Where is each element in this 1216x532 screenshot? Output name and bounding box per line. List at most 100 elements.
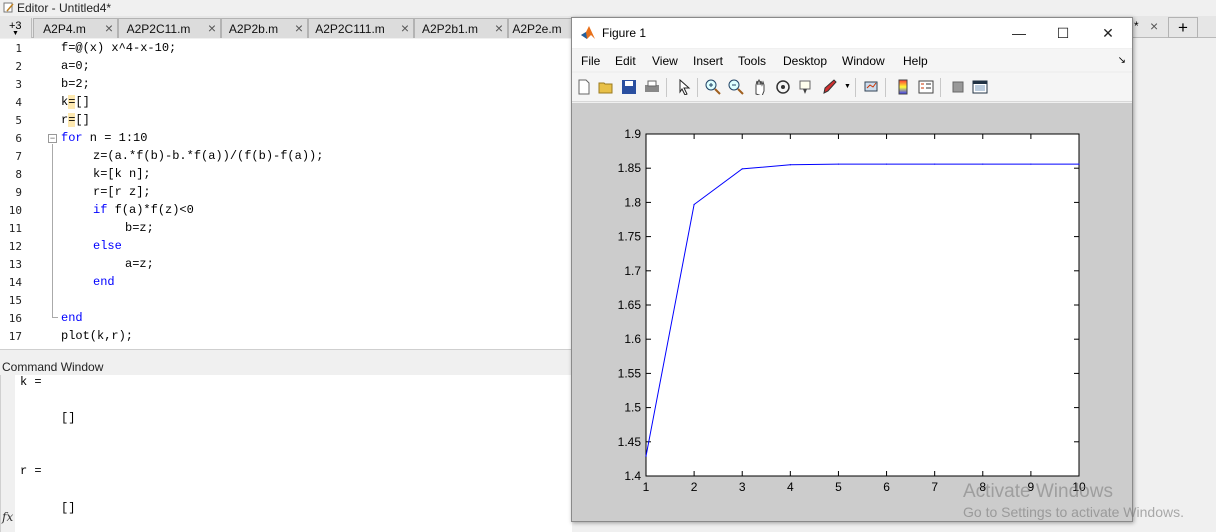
code-line: a=0; <box>61 59 90 73</box>
figure-title-bar[interactable]: Figure 1 — ☐ ✕ <box>572 18 1132 48</box>
line-number: 9 <box>15 186 22 199</box>
tab-a2p2b[interactable]: A2P2b.m × <box>221 18 308 38</box>
code-line: b=z; <box>125 221 154 235</box>
x-tick-label: 6 <box>883 480 890 494</box>
y-tick-label: 1.55 <box>618 366 642 380</box>
data-point <box>645 455 647 457</box>
fold-toggle-icon[interactable]: − <box>48 133 57 143</box>
fold-line <box>52 144 53 318</box>
menu-insert[interactable]: Insert <box>693 54 724 68</box>
tab-modified-star: * <box>1134 19 1139 33</box>
pan-icon[interactable] <box>752 79 768 95</box>
menu-help[interactable]: Help <box>903 54 928 68</box>
dock-arrow-icon[interactable]: ↘ <box>1117 55 1126 66</box>
legend-icon[interactable] <box>918 79 934 95</box>
command-gutter <box>1 375 15 532</box>
code-line: for n = 1:10 <box>61 131 147 145</box>
data-cursor-icon[interactable] <box>798 79 814 95</box>
brush-icon[interactable] <box>822 79 838 95</box>
close-icon[interactable]: × <box>400 20 409 36</box>
data-point <box>1030 163 1032 165</box>
chevron-down-icon[interactable]: ▼ <box>844 83 851 90</box>
code-token: r <box>61 113 69 127</box>
toolbar-separator <box>885 78 886 97</box>
panel-splitter[interactable] <box>0 349 572 359</box>
command-output-line: [] <box>61 501 76 515</box>
x-tick-label: 4 <box>787 480 794 494</box>
code-line: b=2; <box>61 77 90 91</box>
code-line: f=@(x) x^4-x-10; <box>61 41 177 55</box>
close-icon[interactable]: × <box>294 20 303 36</box>
line-plot: 1 2 3 4 5 6 7 8 9 10 1.4 1.45 1.5 1.55 1.6 1.65 1.7 1.75 1… <box>618 127 1086 494</box>
code-line: end <box>93 275 115 289</box>
line-number: 6 <box>15 132 22 145</box>
code-editor[interactable]: 1 2 3 4 5 6 7 8 9 10 11 12 13 14 15 16 1… <box>0 39 572 349</box>
fx-icon[interactable]: fx <box>2 510 14 524</box>
open-file-icon[interactable] <box>598 79 614 95</box>
activate-windows-watermark-sub: Go to Settings to activate Windows. <box>963 504 1184 520</box>
maximize-button[interactable]: ☐ <box>1056 25 1070 41</box>
tab-label: A2P2b.m <box>228 22 279 36</box>
add-tab-button[interactable]: + <box>1168 17 1198 38</box>
tab-a2p2e[interactable]: A2P2e.m <box>508 18 572 38</box>
tab-label: A2P2C11.m <box>126 22 191 36</box>
figure-canvas: 1 2 3 4 5 6 7 8 9 10 1.4 1.45 1.5 1.55 1.6 1.65 1.7 1.75 1… <box>572 103 1132 521</box>
menu-window[interactable]: Window <box>842 54 885 68</box>
code-line: r=[r z]; <box>93 185 151 199</box>
x-tick-label: 7 <box>931 480 938 494</box>
code-warning-token: = <box>68 113 76 127</box>
close-icon[interactable]: × <box>494 20 503 36</box>
line-number: 8 <box>15 168 22 181</box>
pointer-icon[interactable] <box>676 79 692 95</box>
data-point <box>982 163 984 165</box>
tab-a2p2c11[interactable]: A2P2C11.m × <box>118 18 221 38</box>
zoom-in-icon[interactable] <box>705 79 721 95</box>
show-plot-tools-icon[interactable] <box>972 79 988 95</box>
link-plot-icon[interactable] <box>863 79 879 95</box>
line-number: 3 <box>15 78 22 91</box>
tab-a2p4[interactable]: A2P4.m × <box>33 18 118 38</box>
series-line <box>645 163 1079 457</box>
y-tick-label: 1.4 <box>624 469 641 483</box>
y-tick-label: 1.65 <box>618 298 642 312</box>
code-line: z=(a.*f(b)-b.*f(a))/(f(b)-f(a)); <box>93 149 324 163</box>
minimize-button[interactable]: — <box>1012 25 1026 41</box>
new-figure-icon[interactable] <box>576 79 592 95</box>
keyword-token: if <box>93 203 108 217</box>
line-number: 13 <box>8 258 22 271</box>
code-line: else <box>93 239 122 253</box>
figure-toolbar: ▼ <box>572 73 1132 102</box>
toolbar-separator <box>697 78 698 97</box>
menu-tools[interactable]: Tools <box>738 54 767 68</box>
menu-edit[interactable]: Edit <box>615 54 636 68</box>
figure-menu-bar: File Edit View Insert Tools Desktop Wind… <box>572 49 1132 71</box>
tab-a2p2b1[interactable]: A2P2b1.m × <box>414 18 508 38</box>
menu-view[interactable]: View <box>652 54 678 68</box>
close-button[interactable]: ✕ <box>1102 25 1114 41</box>
save-icon[interactable] <box>621 79 637 95</box>
print-icon[interactable] <box>644 79 660 95</box>
rotate-3d-icon[interactable] <box>775 79 791 95</box>
close-icon[interactable]: × <box>1150 18 1159 34</box>
line-number: 14 <box>8 276 22 289</box>
close-icon[interactable]: × <box>104 20 113 36</box>
figure-window: Figure 1 — ☐ ✕ File Edit View Insert Too… <box>571 17 1133 522</box>
command-window[interactable]: k = [] r = [] fx <box>0 375 572 532</box>
tab-a2p2c111[interactable]: A2P2C111.m × <box>308 18 414 38</box>
editor-icon <box>3 2 14 13</box>
y-tick-label: 1.8 <box>624 195 641 209</box>
colorbar-icon[interactable] <box>895 79 911 95</box>
menu-desktop[interactable]: Desktop <box>783 54 828 68</box>
line-number: 4 <box>15 96 22 109</box>
zoom-out-icon[interactable] <box>728 79 744 95</box>
close-icon[interactable]: × <box>207 20 216 36</box>
chevron-down-icon: ▼ <box>12 30 19 37</box>
tab-overflow-button[interactable]: +3 ▼ <box>0 18 32 38</box>
line-number: 15 <box>8 294 22 307</box>
data-point <box>837 163 840 165</box>
code-line: plot(k,r); <box>61 329 134 343</box>
menu-file[interactable]: File <box>581 54 601 68</box>
code-token: [] <box>75 95 90 109</box>
hide-plot-tools-icon[interactable] <box>950 79 966 95</box>
command-output-line: r = <box>20 464 42 478</box>
